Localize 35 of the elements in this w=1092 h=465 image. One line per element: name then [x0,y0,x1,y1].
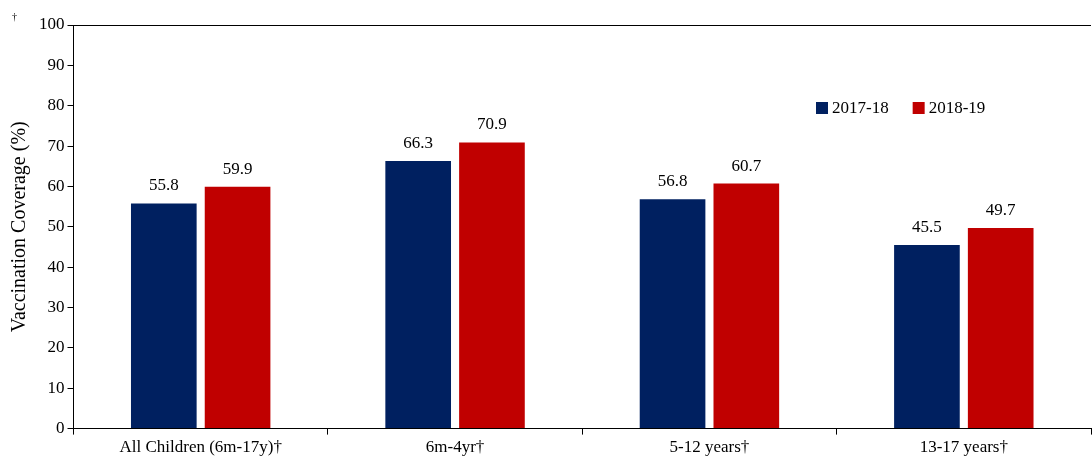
bar [385,161,452,429]
data-label: 60.7 [731,155,762,175]
data-label: 66.3 [403,132,434,152]
y-tick-label: 60 [47,175,65,195]
bar [713,183,780,429]
y-axis-title: Vaccination Coverage (%) [7,121,31,333]
y-tick-label: 10 [47,377,65,397]
data-label: 45.5 [912,216,942,236]
x-tick-label: All Children (6m-17y)† [119,437,282,457]
bar [459,142,525,429]
bar [894,244,960,429]
data-label: 56.8 [657,171,688,191]
y-tick-label: 40 [47,256,65,276]
x-tick-label: 13-17 years† [919,437,1008,457]
data-label: 55.8 [148,175,179,195]
y-tick-label: 80 [47,95,65,115]
data-label: 59.9 [222,158,253,178]
y-tick-label: 50 [47,216,65,236]
data-label: 70.9 [477,114,507,134]
bar [130,203,197,429]
y-tick-label: 100 [39,14,65,34]
x-tick-label: 5-12 years† [669,437,750,457]
y-tick-label: 70 [47,135,65,155]
y-tick-label: 90 [47,54,65,74]
bar [639,199,706,429]
data-label: 49.7 [985,199,1017,219]
bar [967,228,1034,429]
text: † [12,10,17,22]
y-tick-label: 0 [56,418,65,438]
x-tick-label: 6m-4yr† [425,437,485,457]
bar [204,186,271,429]
y-tick-label: 20 [47,337,65,357]
y-tick-label: 30 [47,296,65,316]
legend-label: 2018-19 [928,98,986,118]
legend-label: 2017-18 [832,98,889,118]
